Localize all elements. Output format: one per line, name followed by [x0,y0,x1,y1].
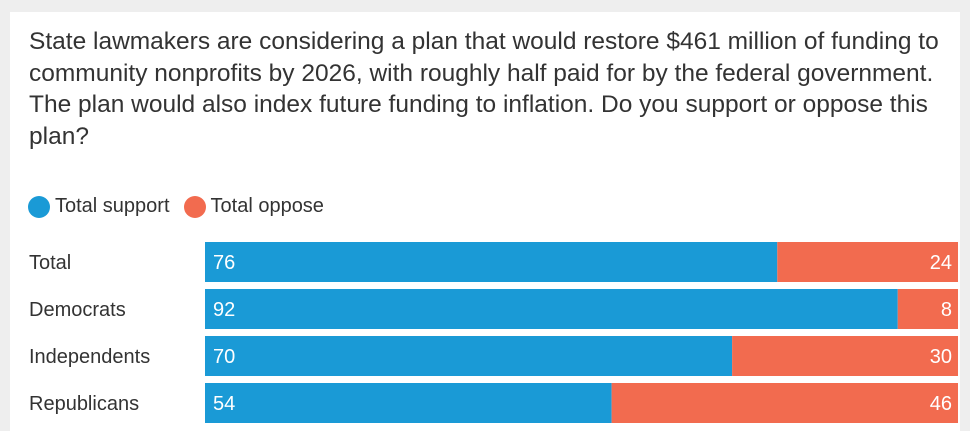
category-label-republicans: Republicans [29,393,139,415]
legend-label-support: Total support [55,195,170,217]
bar-total-total-oppose [777,242,958,282]
data-label-total-total-support: 76 [213,252,235,274]
data-label-total-total-oppose: 24 [930,252,952,274]
question-text: State lawmakers are considering a plan t… [29,28,939,150]
data-label-democrats-total-oppose: 8 [941,299,952,321]
bar-republicans-total-oppose [611,383,958,423]
bar-total-total-support [205,242,778,282]
category-label-independents: Independents [29,346,150,368]
bar-independents-total-oppose [732,336,958,376]
data-label-republicans-total-oppose: 46 [930,393,952,415]
stacked-bar-chart: Total 76 24 Democrats 92 8 Independents 70 30 Rep… [29,242,958,423]
legend-item-support: Total support [28,195,170,218]
category-label-total: Total [29,252,71,274]
bar-republicans-total-support [205,383,612,423]
legend-swatch-support [28,195,50,218]
bar-independents-total-support [205,336,733,376]
data-label-independents-total-support: 70 [213,346,235,368]
legend-item-oppose: Total oppose [183,195,324,218]
legend-swatch-oppose [183,195,206,218]
legend-label-oppose: Total oppose [210,195,324,217]
category-label-democrats: Democrats [29,299,126,321]
data-label-republicans-total-support: 54 [213,393,235,415]
chart-card: State lawmakers are considering a plan t… [10,12,960,431]
data-label-independents-total-oppose: 30 [930,346,952,368]
bar-democrats-total-support [205,289,898,329]
bar-democrats-total-oppose [897,289,958,329]
legend: Total support Total oppose [28,195,338,218]
data-label-democrats-total-support: 92 [213,299,235,321]
